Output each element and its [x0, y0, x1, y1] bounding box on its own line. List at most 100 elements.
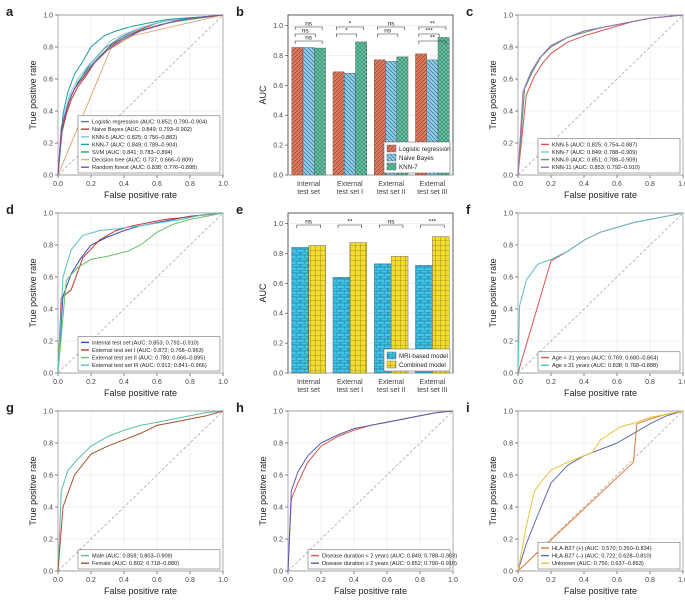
y-tick-label: 0.2 [43, 141, 53, 148]
bar-pattern [308, 245, 326, 373]
roc-line-h-1 [287, 410, 454, 572]
bar-pattern [314, 48, 326, 175]
y-tick-label: 1.0 [273, 221, 283, 228]
x-tick-label: 0.0 [53, 181, 63, 188]
y-tick-label: 0.0 [503, 569, 513, 576]
x-tick-label: 0.2 [86, 379, 96, 386]
bar-pattern [355, 41, 367, 175]
legend-box [537, 351, 681, 372]
significance-label: ** [430, 21, 436, 28]
x-category-label: Internal [297, 379, 321, 386]
bar-pattern [291, 247, 309, 373]
y-tick-label: 1.0 [43, 13, 53, 20]
x-tick-label: 0.2 [546, 181, 556, 188]
significance-label: * [345, 28, 348, 35]
x-tick-label: 0.8 [415, 577, 425, 584]
reference-diagonal [57, 410, 224, 572]
y-tick-label: 0.4 [273, 311, 283, 318]
bar-pattern [415, 265, 433, 373]
legend-label: Naive Bayes [399, 155, 434, 162]
x-tick-label: 0.4 [349, 577, 359, 584]
x-tick-label: 0.4 [119, 577, 129, 584]
legend-label: Random forest (AUC: 0.838; 0.776–0.898) [92, 165, 197, 171]
x-axis-label: False positive rate [104, 586, 177, 596]
x-tick-label: 1.0 [678, 577, 685, 584]
x-tick-label: 0.6 [152, 379, 162, 386]
significance-bracket [418, 40, 447, 44]
y-tick-label: 0.8 [503, 441, 513, 448]
y-tick-label: 0.8 [503, 45, 513, 52]
x-category-label: External [420, 181, 446, 188]
y-tick-label: 0.0 [43, 569, 53, 576]
x-tick-label: 1.0 [218, 577, 228, 584]
significance-label: ns [388, 21, 396, 28]
x-tick-label: 0.0 [513, 379, 523, 386]
x-tick-label: 0.6 [152, 577, 162, 584]
legend-label: MRI-based model [399, 353, 448, 360]
significance-label: ns [305, 21, 313, 28]
y-tick-label: 0.2 [503, 537, 513, 544]
significance-bracket [418, 33, 440, 37]
bar-pattern [391, 256, 409, 373]
x-tick-label: 0.6 [612, 181, 622, 188]
x-tick-label: 0.0 [513, 577, 523, 584]
legend-label: Age < 31 years (AUC: 0.769; 0.680–0.864) [552, 356, 658, 362]
bar-pattern [332, 71, 345, 175]
x-tick-label: 0.8 [645, 379, 655, 386]
legend-label: Female (AUC: 0.802; 0.718–0.880) [92, 561, 179, 567]
bar-pattern [432, 236, 450, 373]
significance-bracket [377, 26, 405, 30]
x-tick-label: 0.2 [86, 577, 96, 584]
roc-line-a-5 [57, 14, 224, 176]
x-tick-label: 0.8 [645, 577, 655, 584]
x-tick-label: 0.6 [612, 379, 622, 386]
y-tick-label: 0.0 [503, 371, 513, 378]
x-tick-label: 1.0 [218, 379, 228, 386]
panel-label-b: b [236, 4, 244, 19]
reference-diagonal [517, 14, 684, 176]
legend-label: KNN-5 (AUC: 0.825; 0.754–0.887) [552, 142, 637, 148]
y-tick-label: 0.6 [273, 83, 283, 90]
y-axis-label: True positive rate [28, 258, 38, 327]
significance-bracket [378, 224, 404, 228]
y-axis-label: AUC [258, 283, 268, 303]
reference-diagonal [57, 212, 224, 374]
x-category-label: test set [297, 387, 320, 394]
significance-bracket [336, 33, 357, 37]
significance-label: ** [347, 219, 353, 226]
x-category-label: test set [297, 189, 320, 196]
significance-bracket [296, 224, 321, 228]
bar-pattern [426, 59, 439, 175]
panel-label-f: f [466, 202, 471, 217]
legend-box [77, 549, 221, 570]
legend-label: KNN-7 (AUC: 0.849; 0.789–0.904) [92, 142, 177, 148]
bar-pattern [291, 47, 303, 176]
x-tick-label: 0.6 [152, 181, 162, 188]
y-tick-label: 1.0 [503, 13, 513, 20]
legend-label: Age ≥ 31 years (AUC: 0.838; 0.768–0.888) [552, 363, 658, 369]
reference-diagonal [287, 410, 454, 572]
legend-label: HLA-B27 (+) (AUC: 0.570; 0.350–0.834) [552, 546, 652, 552]
x-tick-label: 0.0 [53, 379, 63, 386]
y-tick-label: 0.2 [273, 537, 283, 544]
y-tick-label: 0.0 [503, 173, 513, 180]
panel-label-c: c [466, 4, 473, 19]
y-axis-label: True positive rate [28, 60, 38, 129]
legend-label: External test set II (AUC: 0.780; 0.666–… [92, 356, 205, 362]
x-tick-label: 0.0 [53, 577, 63, 584]
significance-bracket [418, 26, 447, 30]
y-tick-label: 0.8 [43, 243, 53, 250]
legend-label: Logistic regression [399, 146, 451, 153]
y-axis-label: True positive rate [28, 456, 38, 525]
panel-label-g: g [6, 400, 14, 415]
y-tick-label: 0.8 [503, 243, 513, 250]
y-tick-label: 0.4 [43, 109, 53, 116]
x-tick-label: 0.8 [645, 181, 655, 188]
y-tick-label: 0.6 [503, 473, 513, 480]
y-tick-label: 0.4 [503, 109, 513, 116]
x-category-label: External [420, 379, 446, 386]
panel-c: c 0.0 0.2 0.4 0.6 0.8 1.0 0.0 0.2 0.4 0.6 0.8 1.0 Fal… [466, 4, 685, 200]
legend-box [537, 138, 681, 174]
significance-label: ns [388, 219, 396, 226]
